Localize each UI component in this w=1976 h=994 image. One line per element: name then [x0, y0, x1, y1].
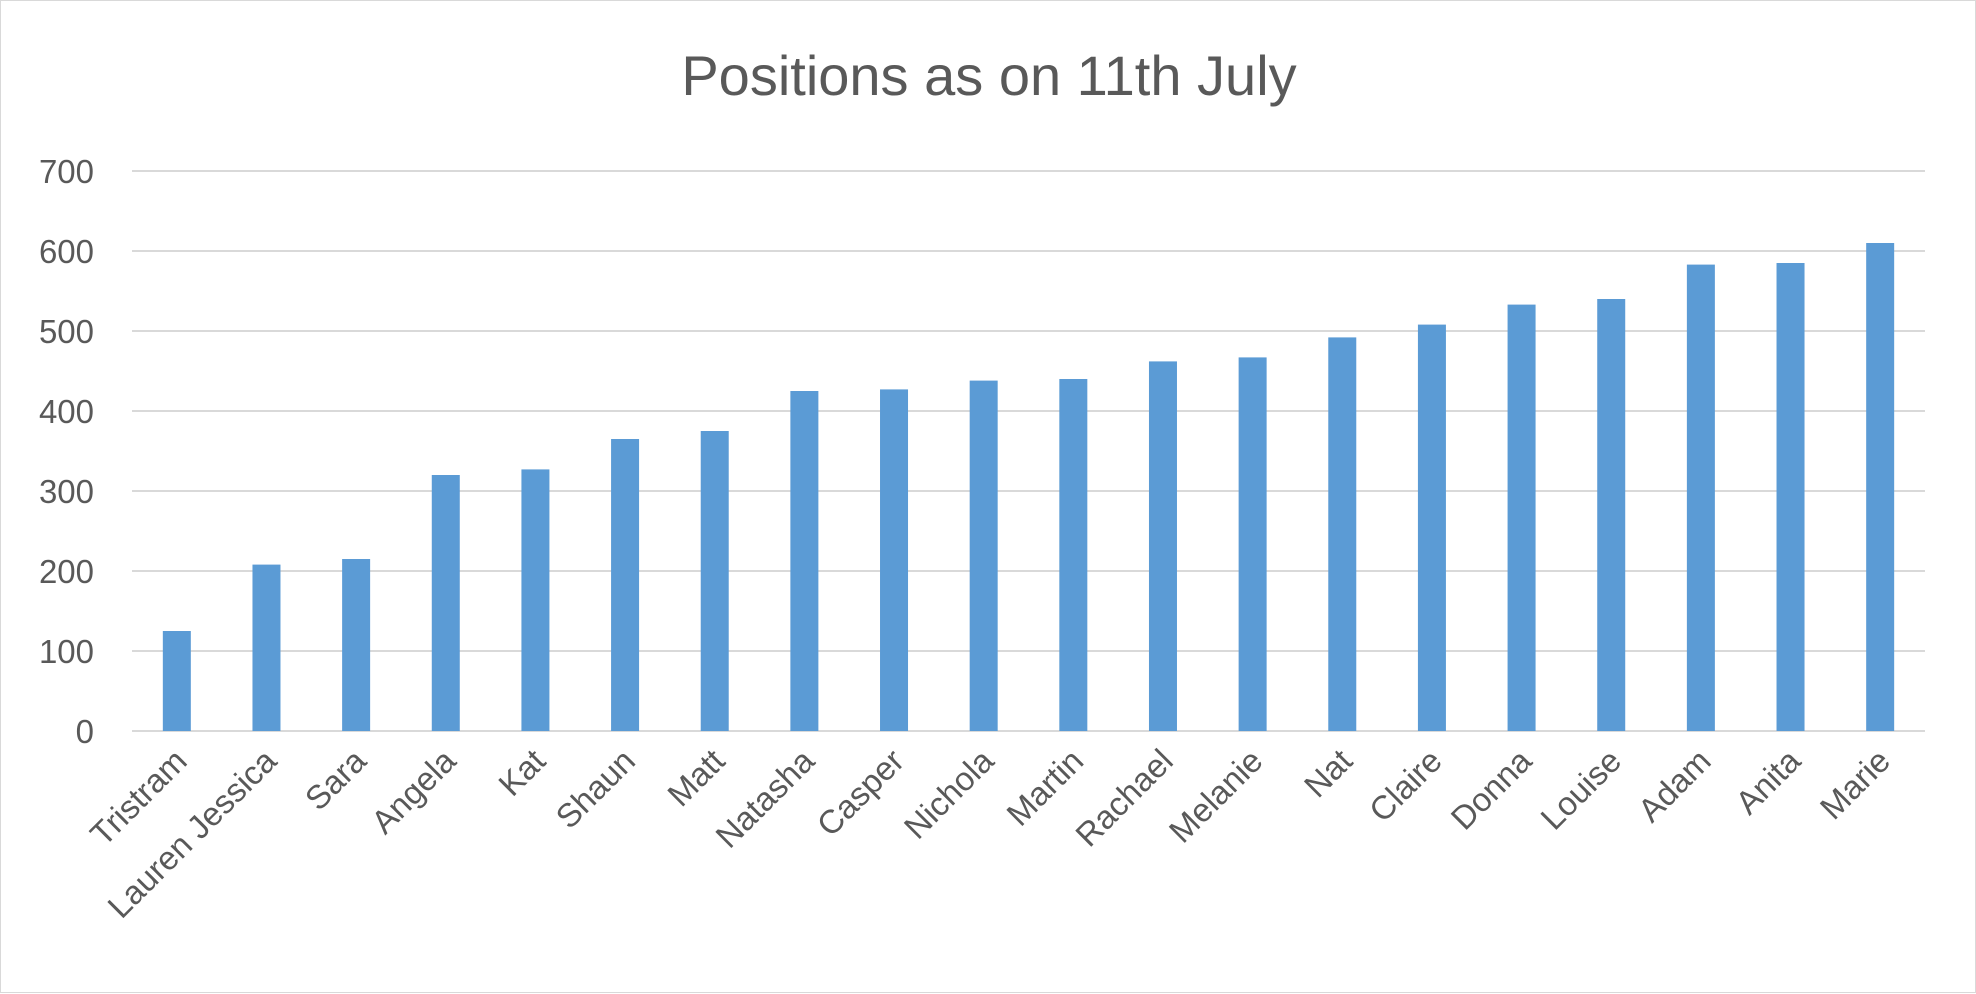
bar [700, 431, 729, 731]
bar [1597, 299, 1626, 731]
x-tick-label: Donna [1444, 741, 1539, 836]
bar [1686, 264, 1715, 731]
bar [162, 631, 191, 731]
bar [790, 391, 819, 731]
x-tick-label: Melanie [1162, 742, 1270, 850]
gridlines [132, 170, 1925, 732]
bar [521, 469, 550, 731]
y-tick-label: 400 [39, 393, 94, 430]
x-tick-label: Angela [364, 741, 463, 840]
bar [342, 559, 371, 731]
y-tick-label: 0 [76, 713, 94, 750]
x-tick-label: Kat [491, 742, 552, 803]
y-tick-label: 200 [39, 553, 94, 590]
x-tick-label: Marie [1813, 742, 1898, 827]
y-tick-label: 100 [39, 633, 94, 670]
x-tick-label: Claire [1362, 742, 1449, 829]
bar [880, 389, 909, 731]
x-tick-label: Natasha [708, 741, 822, 855]
bar [1238, 357, 1267, 731]
bar [1059, 379, 1088, 731]
bar [252, 564, 281, 731]
y-tick-label: 300 [39, 473, 94, 510]
x-tick-label: Nat [1297, 742, 1359, 804]
x-tick-label: Sara [298, 741, 374, 817]
y-axis-ticks: 0 100 200 300 400 500 600 700 [39, 153, 94, 750]
chart-title: Positions as on 11th July [681, 44, 1296, 107]
bars [162, 243, 1895, 731]
bar [1776, 263, 1805, 731]
x-tick-label: Anita [1728, 741, 1808, 821]
bar [1866, 243, 1895, 731]
bar [1328, 337, 1357, 731]
bar [611, 439, 640, 731]
x-tick-label: Shaun [548, 742, 642, 836]
x-tick-label: Louise [1533, 742, 1628, 837]
bar [1507, 304, 1536, 731]
y-tick-label: 500 [39, 313, 94, 350]
y-tick-label: 700 [39, 153, 94, 190]
bar [969, 380, 998, 731]
bar [1417, 324, 1446, 731]
x-tick-label: Matt [660, 742, 732, 814]
x-tick-label: Rachael [1068, 742, 1180, 854]
x-tick-label: Adam [1631, 742, 1718, 829]
x-tick-label: Casper [810, 742, 911, 843]
y-tick-label: 600 [39, 233, 94, 270]
bar [431, 475, 460, 731]
x-tick-label: Nichola [897, 741, 1001, 845]
bar [1148, 361, 1177, 731]
